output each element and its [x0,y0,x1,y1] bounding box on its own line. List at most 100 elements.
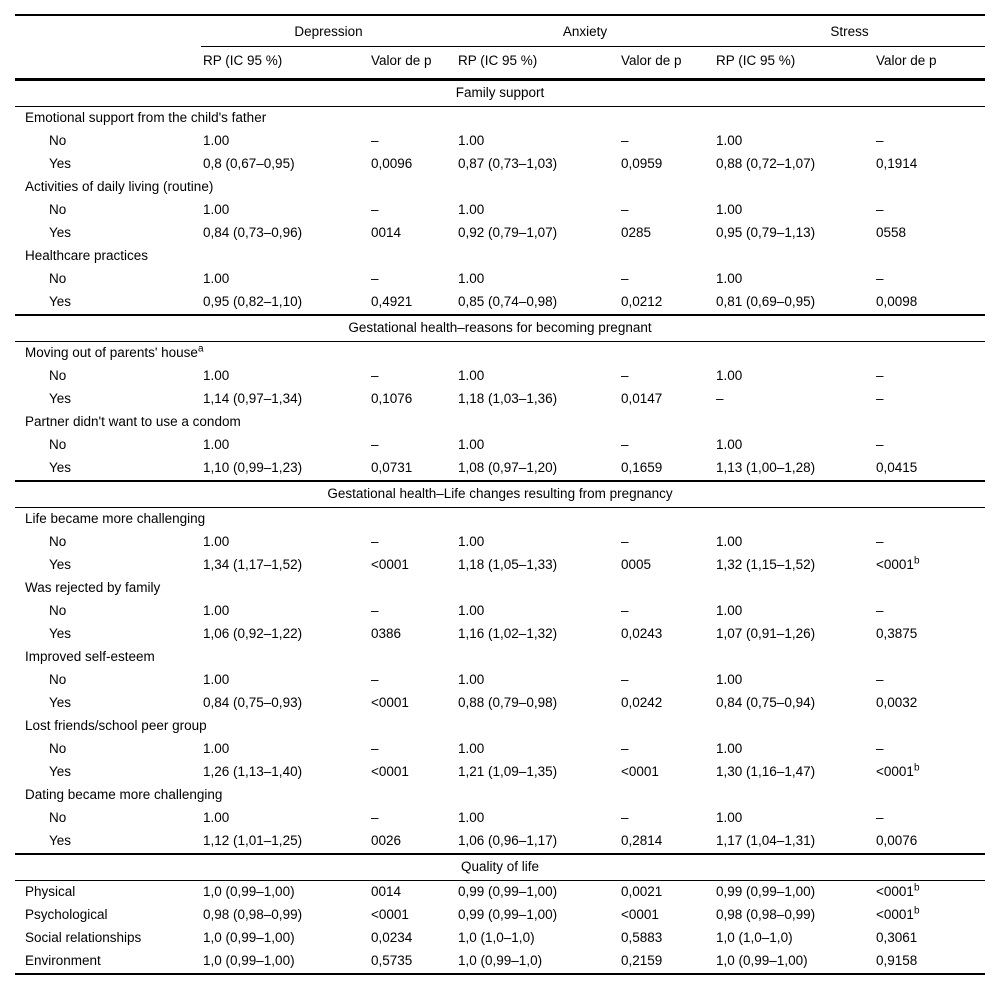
p-value-cell: <0001 [371,557,409,572]
rp-ci-cell: 0,95 (0,82–1,10) [203,294,303,309]
row-label: Yes [49,294,72,309]
section-title: Quality of life [15,853,986,881]
rp-ci-cell: 1.00 [458,741,485,756]
p-value-cell: 0386 [371,626,402,641]
rp-ci-cell: 0,85 (0,74–0,98) [458,294,558,309]
sub-header-row: RP (IC 95 %) Valor de p RP (IC 95 %) Val… [15,47,985,80]
rp-ci-cell: 0,84 (0,75–0,93) [203,695,303,710]
p-value-cell: – [371,271,379,286]
p-value-cell: 0005 [621,557,652,572]
footnote-marker: b [913,905,920,917]
column-group-row: Depression Anxiety Stress [15,15,986,47]
rp-ci-cell: 1.00 [716,202,743,217]
rp-ci-cell: 1,32 (1,15–1,52) [716,557,816,572]
rp-ci-cell: 1.00 [716,672,743,687]
data-row: No 1.00 – 1.00 – 1.00 – [15,600,985,623]
rp-ci-cell: 1.00 [203,133,230,148]
row-label: No [49,672,67,687]
rp-ci-cell: 1,06 (0,96–1,17) [458,833,558,848]
rp-ci-cell: 1,14 (0,97–1,34) [203,391,303,406]
p-value-cell: 0558 [876,225,907,240]
rp-ci-cell: 0,99 (0,99–1,00) [716,884,816,899]
p-value-cell: – [621,202,629,217]
data-row: No 1.00 – 1.00 – 1.00 – [15,434,985,457]
data-row: No 1.00 – 1.00 – 1.00 – [15,199,985,222]
p-value-cell: 0,3875 [876,626,918,641]
rp-ci-cell: 1.00 [716,437,743,452]
rp-ci-cell: 1.00 [203,437,230,452]
rp-ci-cell: 1,12 (1,01–1,25) [203,833,303,848]
rp-ci-cell: 1.00 [458,133,485,148]
rp-ci-cell: 1,07 (0,91–1,26) [716,626,816,641]
statistics-table: Depression Anxiety Stress RP (IC 95 %) V… [15,14,986,975]
section-title: Gestational health–Life changes resultin… [15,480,986,508]
rp-ci-cell: 0,88 (0,79–0,98) [458,695,558,710]
row-label: Yes [49,557,72,572]
category-row: Life became more challenging [15,508,985,532]
header-p-stress: Valor de p [876,53,937,68]
p-value-cell: 0,0212 [621,294,663,309]
row-label: No [49,810,67,825]
rp-ci-cell: 1,30 (1,16–1,47) [716,764,816,779]
row-label: No [49,133,67,148]
row-label: Yes [49,156,72,171]
row-label: No [49,202,67,217]
rp-ci-cell: 1.00 [458,202,485,217]
p-value-cell: – [876,534,884,549]
p-value-cell: 0,5735 [371,953,413,968]
p-value-cell: – [371,810,379,825]
table-body: Family support Emotional support from the… [15,78,986,975]
rp-ci-cell: 1,06 (0,92–1,22) [203,626,303,641]
p-value-cell: 0014 [371,884,402,899]
rp-ci-cell: 0,81 (0,69–0,95) [716,294,816,309]
p-value-cell: – [621,672,629,687]
row-label: Dating became more challenging [25,787,223,802]
row-label: Yes [49,391,72,406]
p-value-cell: – [876,810,884,825]
rp-ci-cell: 1.00 [203,741,230,756]
p-value-cell: 0014 [371,225,402,240]
p-value-cell: – [876,133,884,148]
rp-ci-cell: – [716,391,724,406]
rp-ci-cell: 1,08 (0,97–1,20) [458,460,558,475]
row-label: No [49,437,67,452]
data-row: Yes 0,84 (0,75–0,93) <0001 0,88 (0,79–0,98)… [15,692,985,715]
rp-ci-cell: 1,17 (1,04–1,31) [716,833,816,848]
category-row: Moving out of parents' housea [15,342,985,366]
rp-ci-cell: 1,21 (1,09–1,35) [458,764,558,779]
rp-ci-cell: 1.00 [203,810,230,825]
data-row: Social relationships 1,0 (0,99–1,00) 0,023… [15,927,985,950]
rp-ci-cell: 1,34 (1,17–1,52) [203,557,303,572]
data-row: Yes 1,12 (1,01–1,25) 0026 1,06 (0,96–1,17) 0… [15,830,985,854]
data-row: Yes 1,14 (0,97–1,34) 0,1076 1,18 (1,03–1,36… [15,388,985,411]
row-label: No [49,368,67,383]
rp-ci-cell: 1,26 (1,13–1,40) [203,764,303,779]
rp-ci-cell: 1.00 [458,271,485,286]
category-row: Improved self-esteem [15,646,985,669]
p-value-cell: 0,4921 [371,294,413,309]
rp-ci-cell: 0,88 (0,72–1,07) [716,156,816,171]
p-value-cell: 0,0076 [876,833,918,848]
data-row: No 1.00 – 1.00 – 1.00 – [15,669,985,692]
p-value-cell: 0,0032 [876,695,918,710]
p-value-cell: 0,0096 [371,156,413,171]
rp-ci-cell: 1.00 [458,437,485,452]
empty-corner-cell [15,15,201,47]
data-row: No 1.00 – 1.00 – 1.00 – [15,807,985,830]
category-row: Activities of daily living (routine) [15,176,985,199]
rp-ci-cell: 1.00 [203,534,230,549]
row-label: Emotional support from the child's fathe… [25,110,267,125]
rp-ci-cell: 1.00 [716,534,743,549]
p-value-cell: 0,3061 [876,930,918,945]
p-value-cell: – [876,368,884,383]
p-value-cell: 0,1076 [371,391,413,406]
category-row: Healthcare practices [15,245,985,268]
data-row: Yes 0,95 (0,82–1,10) 0,4921 0,85 (0,74–0,98… [15,291,985,315]
p-value-cell: 0,2814 [621,833,663,848]
footnote-marker: a [197,343,204,355]
rp-ci-cell: 0,95 (0,79–1,13) [716,225,816,240]
row-label: Yes [49,225,72,240]
row-label: No [49,603,67,618]
rp-ci-cell: 1.00 [716,368,743,383]
